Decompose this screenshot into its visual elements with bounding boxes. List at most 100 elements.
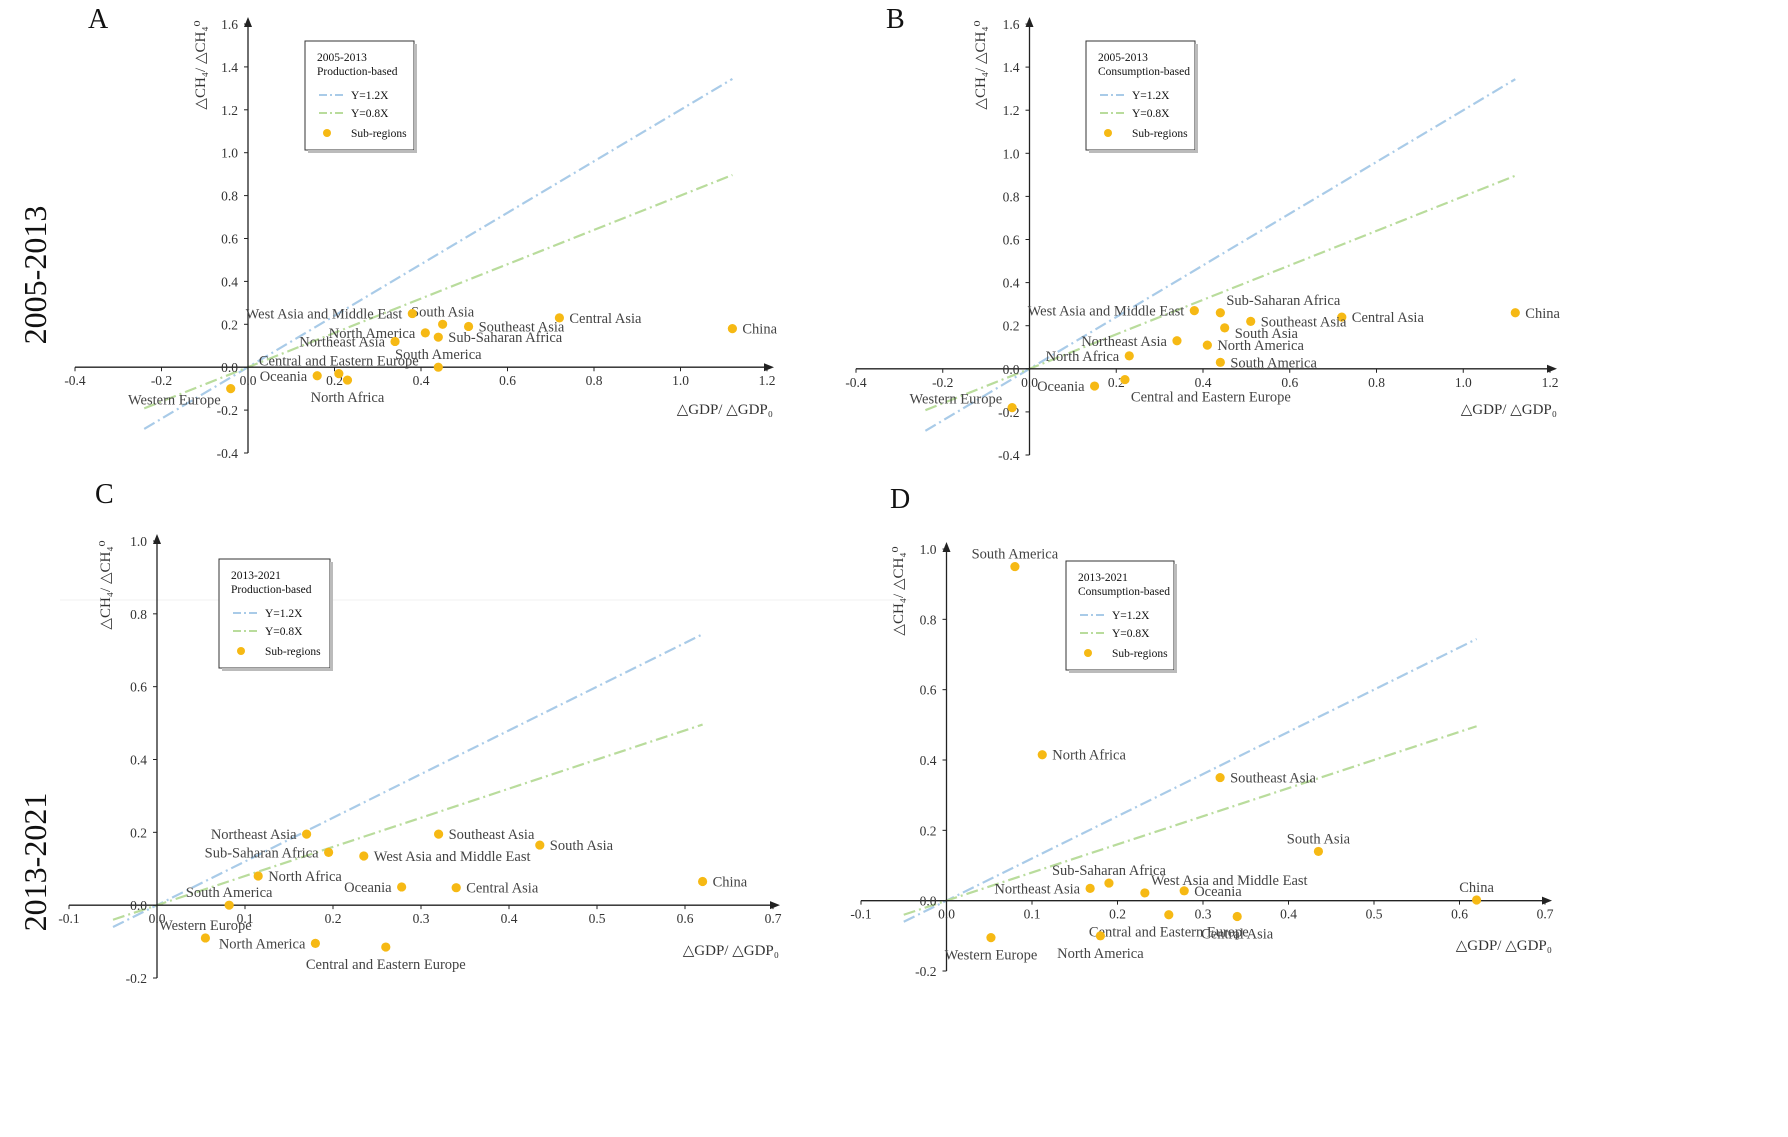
y-tick-label: 0.2 [920,823,937,838]
y-tick-label: 0.2 [1003,319,1020,334]
panel-a: A-0.4 -0.2 0.0 0.2 0.4 0.6 0.8 1.0 1.2-0.4-0.20.… [64,4,777,461]
data-point-central-asia [1232,911,1242,922]
data-label-southeast-asia: Southeast Asia [449,827,535,843]
legend-entry-y-1-2x: Y=1.2X [351,90,389,102]
data-label-china: China [1525,306,1560,322]
data-label-southeast-asia: Southeast Asia [479,319,565,335]
data-label-northeast-asia: Northeast Asia [299,334,385,350]
x-tick-label: 0.6 [1281,375,1298,390]
x-tick-label: 0.0 [1021,375,1038,390]
legend: 2005-2013 Production-based Y=1.2X Y=0.8X Sub… [304,40,417,153]
data-label-oceania: Oceania [1037,379,1085,395]
x-axis-title: △GDP/ △GDP₀ [683,943,779,959]
x-tick-label: 1.0 [672,373,689,388]
data-label-northeast-asia: Northeast Asia [1081,334,1167,350]
data-point-south-america [1010,561,1020,572]
data-label-central-and-eastern-europe: Central and Eastern Europe [1131,390,1291,406]
data-point-oceania [397,882,407,892]
data-label-southeast-asia: Southeast Asia [1261,314,1347,330]
data-point-north-america [1202,340,1212,350]
x-tick-label: 0.8 [1368,375,1385,390]
y-tick-label: 0.8 [1003,189,1020,204]
x-tick-label: 0.4 [501,911,518,926]
legend-shadow [330,562,333,671]
panel-d: D -0.1 0.0 0.1 0.2 0.3 0.4 0.5 0.6 0.7 -0.2 0.2 0.4 0… [850,484,1553,979]
row-label-2005-2013: 2005-2013 [17,206,53,345]
panel-letter-d: D [890,484,910,515]
row-label-2013-2021: 2013-2021 [17,793,53,932]
legend-entry-sub-regions: Sub-regions [1112,648,1168,660]
legend-entry-sub-regions: Sub-regions [1132,128,1188,140]
y-tick-label: 0.8 [130,607,147,622]
legend-entry-y-0-8x: Y=0.8X [1132,108,1170,120]
data-point-sub-saharan-africa [1215,308,1225,318]
x-tick-label: 0.8 [586,373,603,388]
data-point-south-asia [438,319,448,329]
x-tick-label: -0.4 [64,373,86,388]
data-label-oceania: Oceania [344,880,392,896]
data-label-central-and-eastern-europe: Central and Eastern Europe [306,957,466,973]
y-tick-label: 0.6 [130,680,147,695]
x-tick-label: 0.0 [938,907,955,922]
data-label-south-america: South America [186,885,273,901]
legend-marker-sub-regions [1104,129,1112,137]
y-tick-label: -0.4 [217,446,239,461]
data-point-central-and-eastern-europe [1120,374,1130,385]
data-point-central-and-eastern-europe [381,942,391,952]
legend-shadow [1195,44,1198,153]
legend-marker-sub-regions [323,129,331,137]
x-tick-label: 1.2 [1542,375,1559,390]
data-point-western-europe [1007,402,1017,413]
data-label-south-america: South America [395,347,482,363]
data-point-oceania [1179,886,1189,896]
y-axis-title: △CH₄/ △CH₄⁰ [891,546,907,635]
y-tick-label: 0.0 [130,898,147,913]
data-label-sub-saharan-africa: Sub-Saharan Africa [1052,863,1167,879]
x-tick-label: -0.4 [845,375,867,390]
x-tick-label: 0.4 [1280,907,1297,922]
data-label-central-asia: Central Asia [569,311,642,327]
x-tick-label: 0.1 [1024,907,1041,922]
x-tick-label: 1.2 [759,373,776,388]
data-label-central-asia: Central Asia [1352,310,1425,326]
data-label-central-and-eastern-europe: Central and Eastern Europe [1089,925,1249,941]
data-point-west-asia-and-middle-east [407,308,417,319]
panel-letter-a: A [88,4,109,35]
y-axis-title: △CH₄/ △CH₄⁰ [98,540,114,629]
y-tick-label: 0.8 [920,612,937,627]
x-tick-label: 0.6 [677,911,694,926]
y-tick-label: 0.4 [1003,276,1020,291]
y-tick-label: -0.2 [126,971,147,986]
data-label-south-asia: South Asia [411,304,475,320]
legend-entry-y-0-8x: Y=0.8X [351,108,389,120]
data-label-north-africa: North Africa [1052,748,1126,764]
y-tick-label: 1.0 [920,542,937,557]
y-tick-label: -0.4 [998,448,1020,463]
data-label-western-europe: Western Europe [945,948,1038,964]
x-tick-label: -0.2 [932,375,953,390]
y-tick-label: 0.0 [920,894,937,909]
legend-subtitle: Production-based [231,584,312,596]
data-label-china: China [742,322,777,338]
y-tick-label: 1.2 [1003,103,1020,118]
x-tick-label: 0.4 [413,373,430,388]
data-point-northeast-asia [1172,336,1182,346]
reference-line-y-0-8x [924,174,1516,412]
data-label-central-asia: Central Asia [466,881,539,897]
x-tick-label: 0.4 [1195,375,1212,390]
data-label-north-africa: North Africa [1046,349,1120,365]
x-tick-label: 0.0 [240,373,257,388]
legend-shadow [1174,564,1177,673]
data-label-north-africa: North Africa [268,869,342,885]
x-axis-title: △GDP/ △GDP₀ [677,402,773,418]
legend-entry-sub-regions: Sub-regions [351,128,407,140]
data-point-western-europe [226,384,236,394]
x-tick-label: 1.0 [1455,375,1472,390]
data-label-oceania: Oceania [1194,884,1242,900]
x-tick-label: -0.1 [850,907,871,922]
y-axis-title: △CH₄/ △CH₄⁰ [193,20,209,109]
data-label-south-asia: South Asia [1287,831,1351,847]
panel-letter-b: B [886,4,905,35]
x-tick-label: 0.3 [413,911,430,926]
